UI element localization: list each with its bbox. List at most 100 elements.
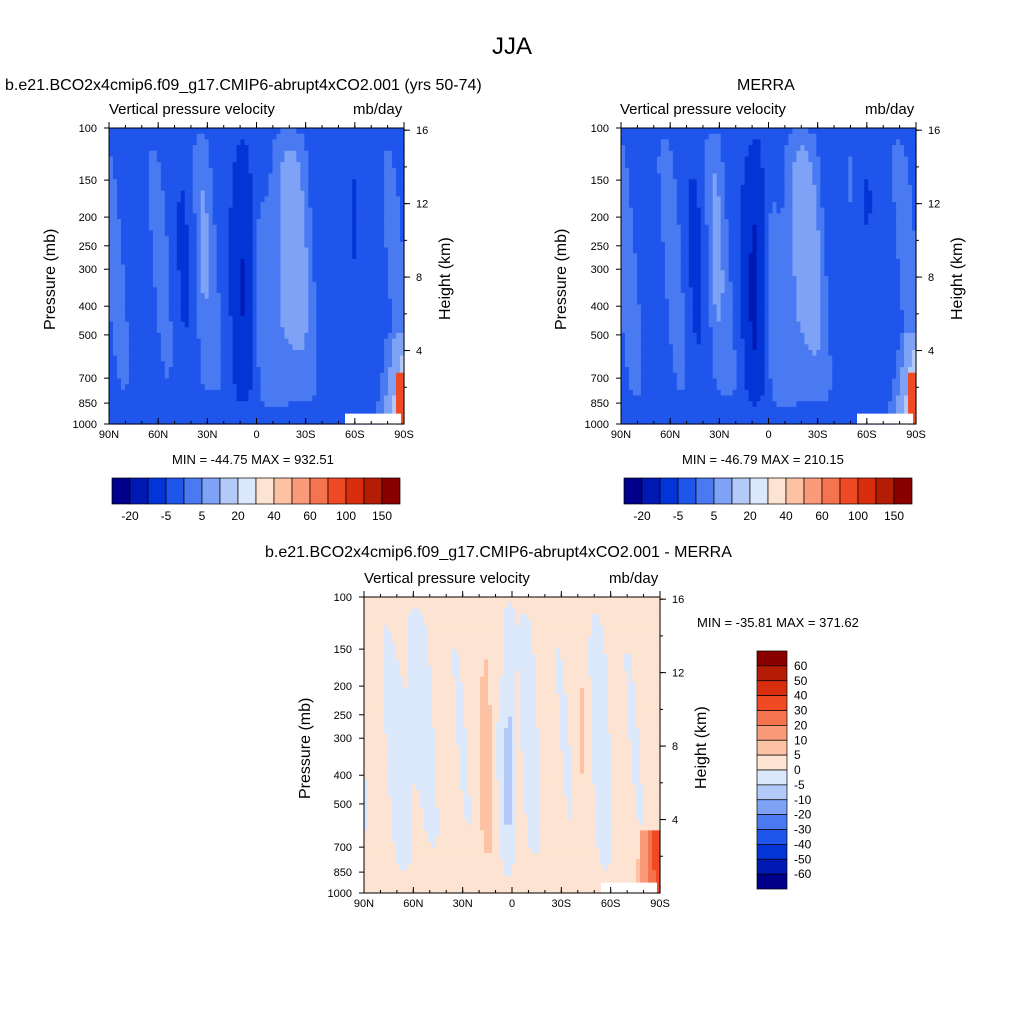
merra-cell <box>640 167 646 175</box>
model-cell <box>344 150 349 158</box>
model-cell <box>224 167 230 175</box>
model-cell <box>240 395 246 402</box>
model-cell <box>292 378 297 385</box>
model-cell <box>112 207 118 214</box>
model-cell <box>176 264 182 271</box>
model-cell <box>152 406 158 414</box>
model-cell <box>360 355 365 362</box>
merra-cell <box>836 162 841 169</box>
merra-cell <box>820 190 825 197</box>
model-cell <box>128 167 134 175</box>
model-cell <box>388 406 393 414</box>
model-cell <box>388 219 393 226</box>
merra-cell <box>764 150 770 158</box>
model-cell <box>392 270 397 277</box>
model-cell <box>208 253 214 260</box>
merra-cell <box>836 145 841 152</box>
model-cell <box>348 162 353 169</box>
model-cell <box>388 190 393 197</box>
merra-cell <box>772 184 778 192</box>
model-cell <box>124 367 130 374</box>
merra-cell <box>700 190 706 197</box>
model-cell <box>109 327 114 334</box>
merra-cell <box>852 167 857 175</box>
merra-cell <box>892 167 897 175</box>
model-cell <box>324 207 329 214</box>
model-cell <box>128 389 134 397</box>
model-cell <box>340 412 345 419</box>
merra-cell <box>904 156 909 163</box>
merra-cell <box>816 156 821 163</box>
model-cell <box>164 378 170 385</box>
merra-cell <box>912 167 917 175</box>
merra-cell <box>832 128 837 135</box>
model-cell <box>212 167 218 175</box>
model-cell <box>156 247 162 254</box>
model-cell <box>172 247 178 254</box>
model-cell <box>376 378 381 385</box>
merra-cell <box>716 202 722 209</box>
model-cell <box>252 418 258 425</box>
model-cell <box>236 310 242 317</box>
model-cell <box>280 276 286 283</box>
model-cell <box>328 270 333 277</box>
model-cell <box>224 401 230 408</box>
merra-cell <box>892 190 897 197</box>
model-cell <box>168 230 174 237</box>
model-cell <box>372 350 377 357</box>
model-cell <box>268 190 274 197</box>
model-cell <box>296 304 301 311</box>
model-cell <box>152 162 158 169</box>
model-cell <box>364 304 369 311</box>
model-cell <box>176 139 182 146</box>
merra-cell <box>636 156 642 163</box>
model-cell <box>184 190 190 197</box>
model-cell <box>368 310 373 317</box>
model-cell <box>212 395 218 402</box>
model-cell <box>320 184 325 192</box>
model-cell <box>272 139 278 146</box>
model-cell <box>388 395 393 402</box>
model-cell <box>196 401 202 408</box>
model-cell <box>344 372 349 380</box>
model-cell <box>132 184 138 192</box>
model-cell <box>228 179 234 186</box>
model-cell <box>272 219 278 226</box>
model-cell <box>328 406 333 414</box>
model-cell <box>144 367 150 374</box>
model-cell <box>388 139 393 146</box>
model-cell <box>109 401 114 408</box>
merra-cell <box>856 196 861 203</box>
model-cell <box>160 293 166 300</box>
model-cell <box>160 406 166 414</box>
merra-cell <box>716 196 722 203</box>
model-cell <box>184 270 190 277</box>
model-cell <box>308 355 313 362</box>
model-cell <box>332 224 337 232</box>
model-cell <box>192 372 198 380</box>
model-cell <box>352 327 357 334</box>
model-cell <box>308 139 313 146</box>
model-cell <box>272 293 278 300</box>
model-cell <box>316 213 321 220</box>
model-cell <box>188 162 194 169</box>
model-cell <box>248 145 254 152</box>
model-cell <box>128 258 134 266</box>
merra-cell <box>756 196 762 203</box>
model-cell <box>120 128 126 135</box>
merra-cell <box>712 184 718 192</box>
merra-cell <box>776 145 782 152</box>
merra-cell <box>856 173 861 180</box>
merra-cell <box>696 133 702 140</box>
model-cell <box>396 315 401 323</box>
model-cell <box>260 162 266 169</box>
model-cell <box>316 173 321 180</box>
model-cell <box>284 276 289 283</box>
model-cell <box>384 372 389 380</box>
model-cell <box>336 315 341 323</box>
model-cell <box>400 361 405 368</box>
merra-cell <box>848 167 853 175</box>
model-cell <box>152 298 158 306</box>
model-cell <box>148 264 154 271</box>
model-cell <box>252 190 258 197</box>
